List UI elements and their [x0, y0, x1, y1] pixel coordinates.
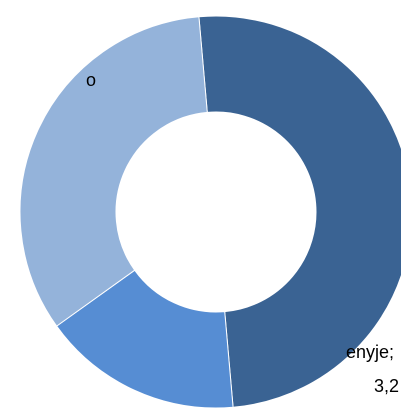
donut-slices [19, 15, 401, 408]
donut-slice-3 [19, 16, 208, 327]
data-label-3: 3,2 [374, 376, 399, 396]
data-label-1: o [86, 70, 96, 90]
donut-slice-1 [198, 15, 401, 408]
data-label-2: enyje; [346, 342, 394, 362]
donut-slice-2 [55, 269, 234, 408]
